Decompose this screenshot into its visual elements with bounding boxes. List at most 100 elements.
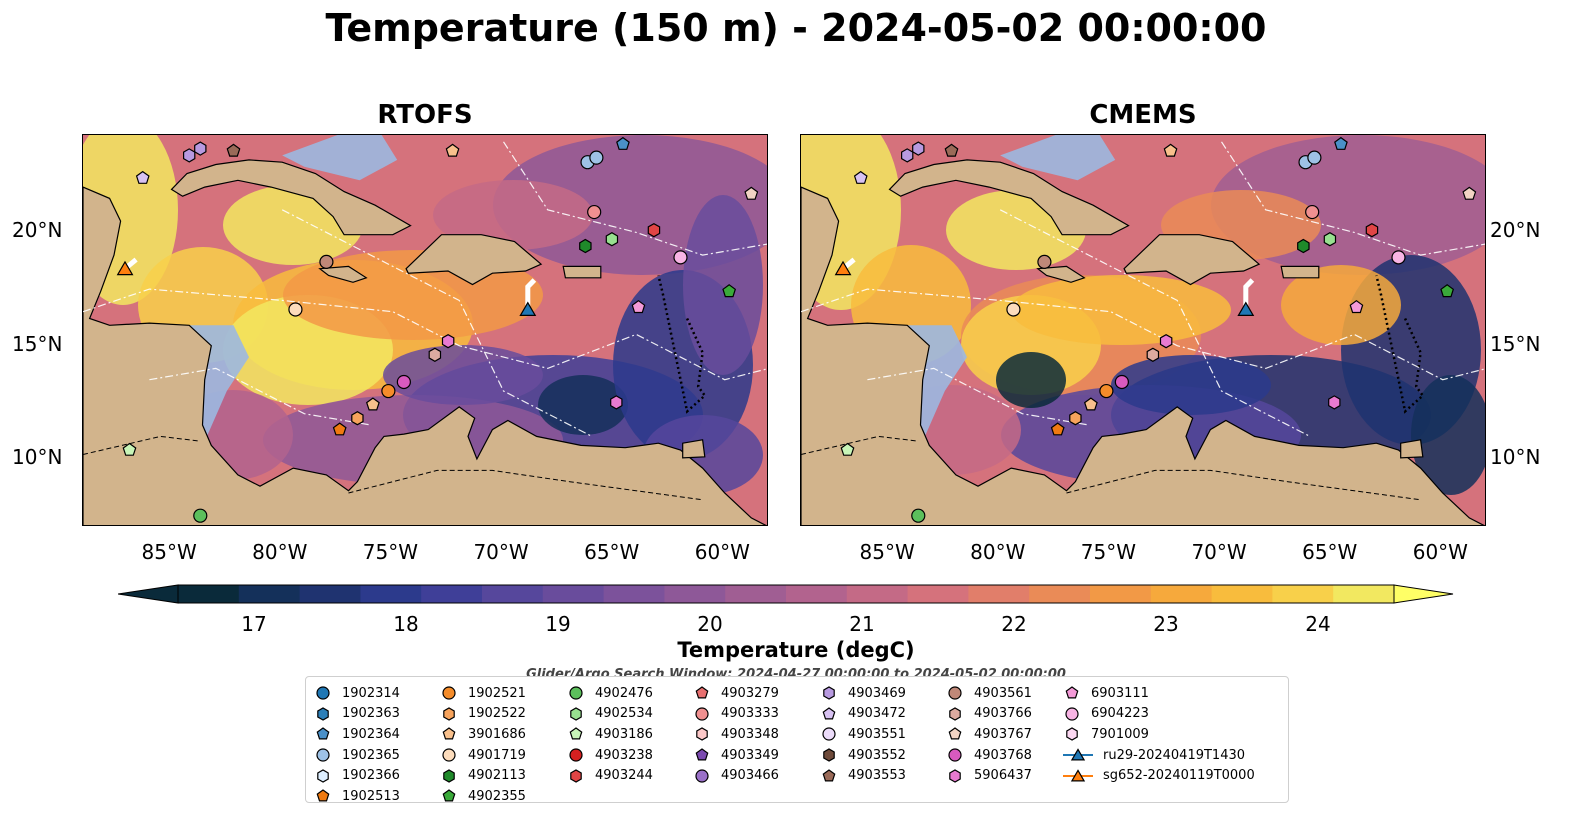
float-marker-6903111[interactable] <box>1349 299 1364 314</box>
legend-item: 5906437 <box>946 765 1032 786</box>
float-marker-1902522[interactable] <box>351 411 364 426</box>
float-marker-1902365[interactable] <box>589 150 604 165</box>
legend-label: sg652-20240119T0000 <box>1103 768 1255 784</box>
map-panel-cmems[interactable] <box>800 134 1486 526</box>
float-marker-5906437[interactable] <box>441 334 455 349</box>
float-legend-icon <box>823 686 835 700</box>
float-marker-4902476[interactable] <box>193 508 208 523</box>
float-legend-icon <box>1065 686 1079 699</box>
float-marker-4901719[interactable] <box>1006 302 1021 317</box>
lat-tick-label: 10°N <box>1490 445 1541 470</box>
colorbar-segment <box>1150 585 1213 603</box>
float-legend-icon <box>569 686 583 700</box>
float-marker-1902513[interactable] <box>1050 422 1065 436</box>
legend-label: 1902314 <box>342 685 400 701</box>
glider-marker-sg652-20240119T0000[interactable] <box>116 260 134 276</box>
lon-tick-label: 60°W <box>1412 540 1468 564</box>
legend-item: 1902513 <box>314 786 400 807</box>
glider-legend-icon <box>1063 748 1093 761</box>
float-marker-5906437[interactable] <box>1328 395 1341 410</box>
glider-marker-sg652-20240119T0000[interactable] <box>834 260 852 276</box>
float-legend-icon <box>696 727 708 742</box>
float-marker-4903553[interactable] <box>226 143 241 157</box>
float-marker-1902513[interactable] <box>332 422 347 436</box>
float-marker-4903472[interactable] <box>853 170 868 184</box>
colorbar-segment <box>1333 585 1395 603</box>
float-marker-4903186[interactable] <box>122 442 137 456</box>
legend-label: 1902363 <box>342 706 400 722</box>
float-marker-5906437[interactable] <box>1159 334 1173 349</box>
legend-label: 4903244 <box>595 768 653 784</box>
float-legend-icon <box>443 768 455 783</box>
float-marker-4903766[interactable] <box>428 347 442 362</box>
float-marker-1902521[interactable] <box>1099 383 1114 399</box>
float-marker-4902113[interactable] <box>579 238 592 254</box>
legend-label: 1902522 <box>468 706 526 722</box>
float-marker-4902355[interactable] <box>722 284 737 298</box>
lon-tick-label: 70°W <box>1191 540 1247 564</box>
float-marker-1902365[interactable] <box>1307 150 1322 165</box>
legend-item: 3901686 <box>440 724 526 745</box>
glider-marker-ru29-20240419T1430[interactable] <box>1237 301 1255 316</box>
float-marker-6903111[interactable] <box>631 299 646 314</box>
float-marker-4903469[interactable] <box>912 141 925 156</box>
float-marker-4903768[interactable] <box>1114 374 1129 390</box>
float-marker-4903244[interactable] <box>647 223 661 238</box>
float-marker-1902521[interactable] <box>381 383 396 399</box>
legend: 1902314 1902363 1902364 1902365 1902366 19025… <box>305 676 1289 804</box>
float-legend-icon <box>948 727 962 740</box>
float-marker-4903561[interactable] <box>1037 254 1052 269</box>
legend-item: 4903766 <box>946 704 1032 725</box>
float-legend-icon <box>695 769 709 783</box>
float-marker-4903469[interactable] <box>194 141 207 156</box>
legend-label: 4902534 <box>595 706 653 722</box>
float-marker-4903244[interactable] <box>1365 223 1379 238</box>
float-marker-4903333[interactable] <box>587 204 602 220</box>
float-marker-3901686[interactable] <box>1163 143 1178 157</box>
lon-tick-label: 85°W <box>141 540 197 564</box>
float-marker-6904223[interactable] <box>673 250 688 265</box>
float-marker-5906437[interactable] <box>610 395 623 410</box>
colorbar-tick-label: 19 <box>545 612 571 636</box>
float-marker-4902355[interactable] <box>1440 284 1455 298</box>
legend-item: ru29-20240419T1430 <box>1063 745 1255 766</box>
legend-label: 6904223 <box>1091 706 1149 722</box>
float-marker-4903767[interactable] <box>1462 186 1477 200</box>
glider-marker-ru29-20240419T1430[interactable] <box>519 301 537 316</box>
panel-title-rtofs: RTOFS <box>377 100 473 130</box>
float-marker-4902534[interactable] <box>605 232 619 247</box>
lon-tick-label: 75°W <box>362 540 419 564</box>
float-marker-3901686[interactable] <box>1083 397 1098 411</box>
float-marker-4902113[interactable] <box>1297 238 1310 254</box>
float-marker-4902534[interactable] <box>1323 232 1337 247</box>
float-marker-4902476[interactable] <box>911 508 926 523</box>
lon-tick-label: 75°W <box>1080 540 1137 564</box>
colorbar-segment <box>1090 585 1152 603</box>
float-marker-1902364[interactable] <box>1334 136 1348 150</box>
float-marker-4901719[interactable] <box>288 302 303 317</box>
legend-item: 1902521 <box>440 683 526 704</box>
legend-item: 6903111 <box>1063 683 1255 704</box>
float-marker-4903561[interactable] <box>319 254 334 269</box>
float-marker-3901686[interactable] <box>365 397 380 411</box>
float-marker-4903766[interactable] <box>1146 347 1160 362</box>
legend-item: 4903561 <box>946 683 1032 704</box>
float-marker-6904223[interactable] <box>1391 250 1406 265</box>
float-marker-4903469[interactable] <box>182 148 196 163</box>
float-marker-4903186[interactable] <box>840 442 855 456</box>
float-marker-4903553[interactable] <box>944 143 959 157</box>
float-marker-4903333[interactable] <box>1305 204 1320 220</box>
lon-tick-label: 70°W <box>473 540 529 564</box>
map-panel-rtofs[interactable] <box>82 134 768 526</box>
float-marker-4903469[interactable] <box>900 148 914 163</box>
float-marker-4903472[interactable] <box>135 170 150 184</box>
colorbar-segment <box>421 585 483 603</box>
legend-label: 4903766 <box>974 706 1032 722</box>
legend-item: 4903349 <box>693 745 779 766</box>
float-marker-3901686[interactable] <box>445 143 460 157</box>
legend-item: 7901009 <box>1063 724 1255 745</box>
float-marker-1902364[interactable] <box>616 136 630 150</box>
float-marker-4903768[interactable] <box>396 374 411 390</box>
float-marker-4903767[interactable] <box>744 186 759 200</box>
float-marker-1902522[interactable] <box>1069 411 1082 426</box>
